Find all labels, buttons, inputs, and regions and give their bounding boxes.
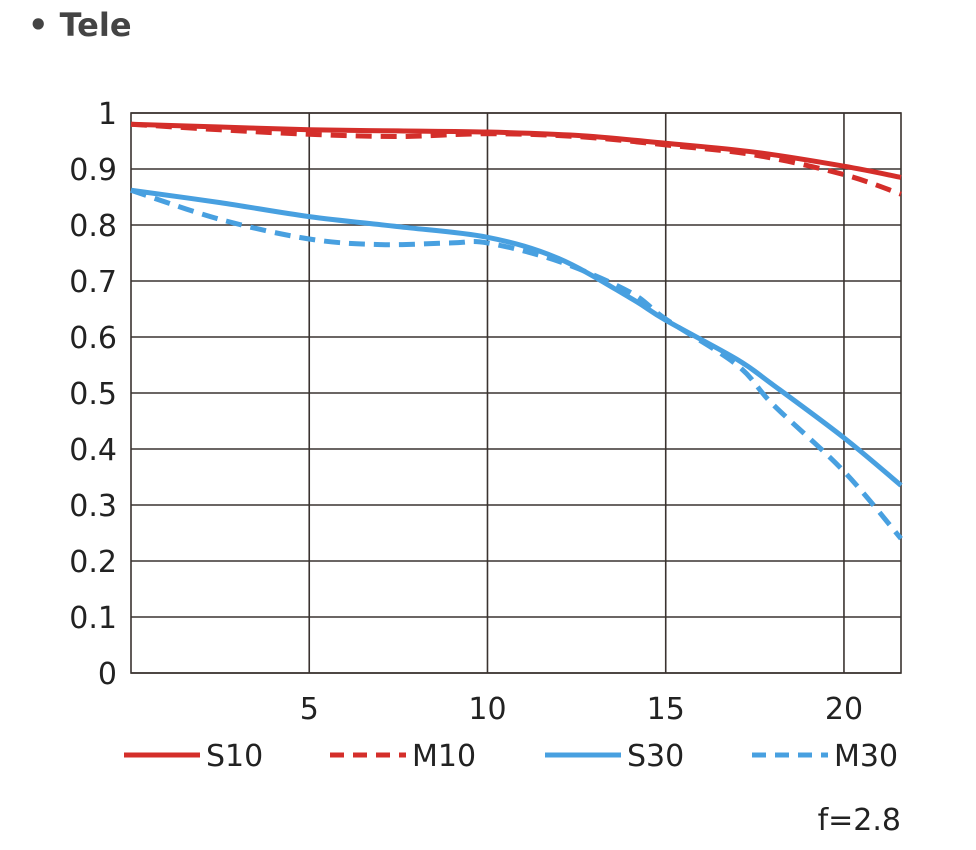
x-tick-label: 20	[825, 692, 863, 727]
y-tick-label: 1	[98, 97, 117, 132]
y-tick-label: 0.3	[69, 489, 117, 524]
y-tick-label: 0.4	[69, 433, 117, 468]
x-tick-label: 10	[468, 692, 506, 727]
y-tick-label: 0.1	[69, 601, 117, 636]
legend-label-m10: M10	[412, 739, 476, 774]
legend-label-m30: M30	[834, 739, 898, 774]
aperture-annotation: f=2.8	[818, 803, 901, 838]
plot-frame	[130, 112, 902, 674]
y-tick-label: 0.2	[69, 545, 117, 580]
series-line-s10	[130, 121, 902, 180]
series-line-s30	[130, 187, 903, 488]
legend-label-s10: S10	[206, 739, 263, 774]
y-tick-label: 0	[98, 657, 117, 692]
x-tick-label: 5	[300, 692, 319, 727]
chart-title: • Tele	[28, 6, 132, 44]
legend-label-s30: S30	[627, 739, 684, 774]
x-tick-label: 15	[647, 692, 685, 727]
y-tick-label: 0.5	[69, 377, 117, 412]
y-tick-label: 0.8	[69, 209, 117, 244]
y-tick-label: 0.9	[69, 153, 117, 188]
series-line-m10	[130, 121, 902, 197]
series-line-m30	[130, 187, 903, 541]
y-tick-label: 0.7	[69, 265, 117, 300]
y-tick-label: 0.6	[69, 321, 117, 356]
